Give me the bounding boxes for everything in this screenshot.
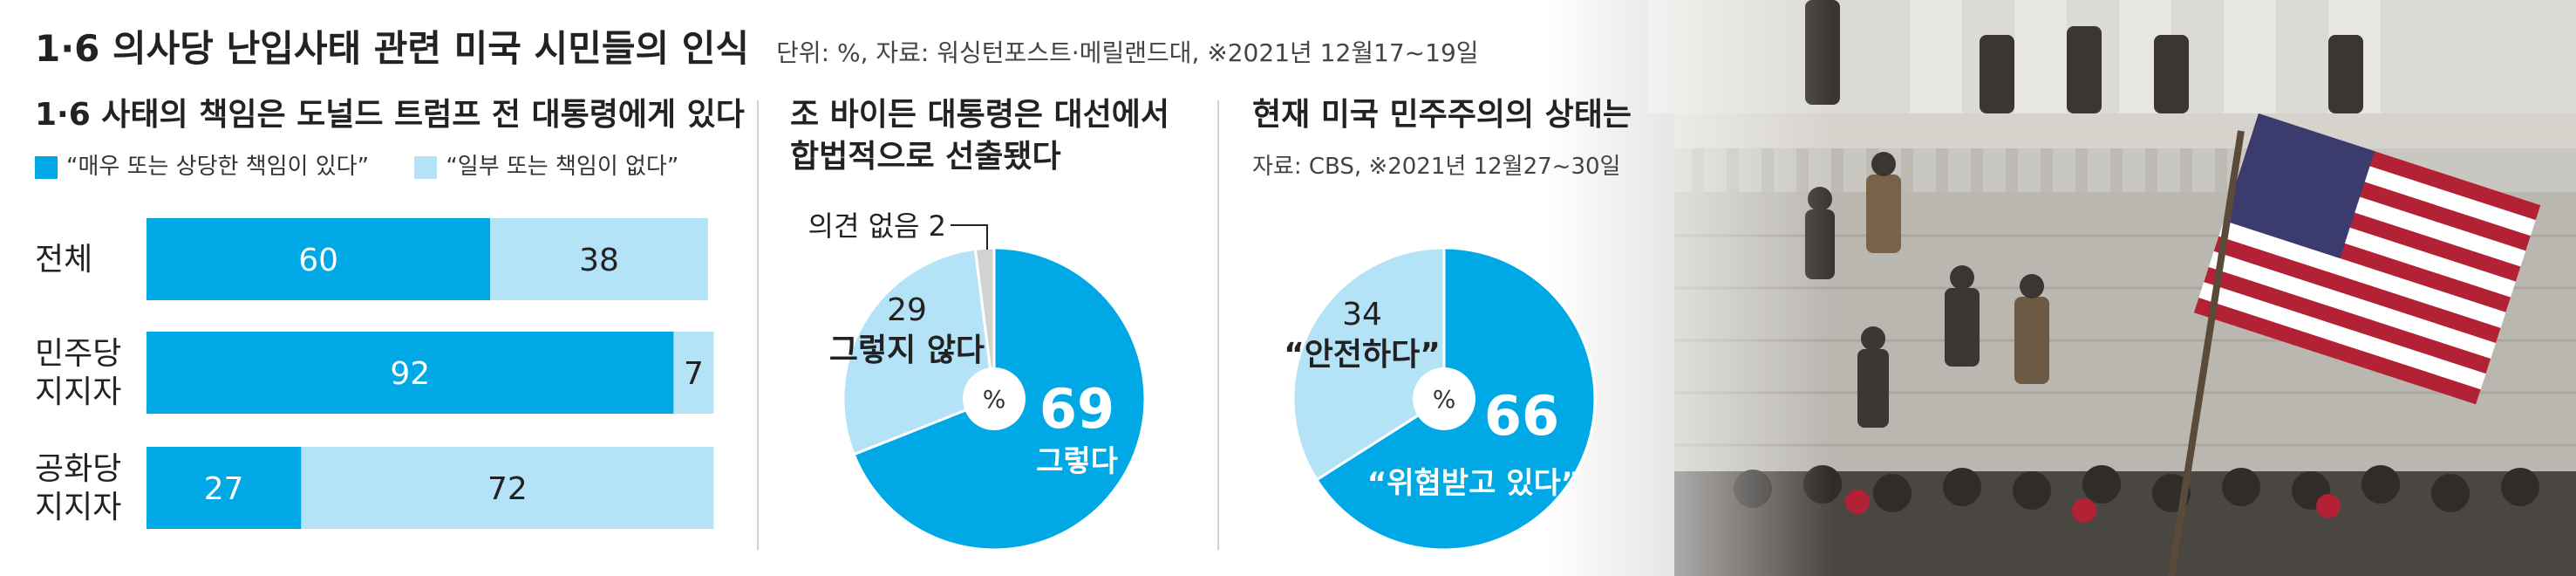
pie1-unit: % xyxy=(983,385,1006,414)
slice-safe xyxy=(1291,246,1446,482)
pie2-threatened-label: “위협받고 있다” xyxy=(1367,466,1580,501)
pie1-yes-label: 그렇다 xyxy=(1036,444,1118,479)
category-label: 지지자 xyxy=(35,490,121,525)
bar-value-label: 27 xyxy=(204,471,244,507)
pie1-no-opinion-label: 의견 없음 2 xyxy=(808,209,946,243)
pie1-center xyxy=(963,367,1026,430)
slice-no-opinion xyxy=(973,246,996,400)
category-label: 전체 xyxy=(35,242,92,278)
bar-chart-title: 1·6 사태의 책임은 도널드 트럼프 전 대통령에게 있다 xyxy=(35,97,745,133)
pie2-unit: % xyxy=(1433,385,1456,414)
capitol-riot-photo xyxy=(1544,0,2576,576)
legend-swatch-light xyxy=(414,155,438,179)
pie-chart-democracy: % 66 “위협받고 있다” 34 “안전하다” xyxy=(1284,246,1597,552)
pie1-leader-line xyxy=(951,224,988,250)
pie2-threatened-value: 66 xyxy=(1484,384,1559,448)
bar-legend: “매우 또는 상당한 책임이 있다” “일부 또는 책임이 없다” xyxy=(35,148,678,181)
bar-value-label: 72 xyxy=(487,471,528,507)
category-label: 지지자 xyxy=(35,374,121,410)
pie2-source: 자료: CBS, ※2021년 12월27~30일 xyxy=(1252,154,1621,180)
legend-label-light: “일부 또는 책임이 없다” xyxy=(446,154,679,180)
bar-not-responsible xyxy=(673,332,714,414)
bar-not-responsible xyxy=(490,218,708,300)
legend-item-dark: “매우 또는 상당한 책임이 있다” xyxy=(35,154,376,180)
legend-label-dark: “매우 또는 상당한 책임이 있다” xyxy=(66,154,370,180)
divider-2 xyxy=(1217,100,1219,550)
bar-value-label: 92 xyxy=(390,356,430,392)
pie2-safe-value: 34 xyxy=(1342,297,1382,333)
bar-value-label: 7 xyxy=(684,356,704,392)
title-row: 1·6 의사당 난입사태 관련 미국 시민들의 인식 단위: %, 자료: 워싱… xyxy=(35,19,1479,72)
bar-responsible xyxy=(147,218,491,300)
category-label: 민주당 xyxy=(35,336,121,372)
bar-value-label: 38 xyxy=(579,243,619,278)
divider-1 xyxy=(757,100,759,550)
pie1-yes-value: 69 xyxy=(1039,377,1114,441)
slice-no xyxy=(842,247,996,456)
bar-value-label: 60 xyxy=(298,243,338,278)
pie1-no-label: 그렇지 않다 xyxy=(829,333,985,368)
pie2-safe-label: “안전하다” xyxy=(1284,337,1441,373)
pie1-title: 조 바이든 대통령은 대선에서 합법적으로 선출됐다 xyxy=(790,97,1170,175)
main-title: 1·6 의사당 난입사태 관련 미국 시민들의 인식 xyxy=(35,27,750,70)
legend-swatch-dark xyxy=(35,155,58,179)
bar-responsible xyxy=(147,332,674,414)
category-label: 공화당 xyxy=(35,451,121,487)
legend-item-light: “일부 또는 책임이 없다” xyxy=(414,154,678,180)
bar-not-responsible xyxy=(301,447,714,529)
pie1-no-value: 29 xyxy=(887,292,927,328)
pie2-center xyxy=(1413,367,1475,430)
source-note: 단위: %, 자료: 워싱턴포스트·메릴랜드대, ※2021년 12월17~19… xyxy=(776,38,1479,67)
pie2-title: 현재 미국 민주주의의 상태는 xyxy=(1252,97,1632,133)
photo-illustration xyxy=(1544,0,2576,576)
bar-responsible xyxy=(147,447,302,529)
